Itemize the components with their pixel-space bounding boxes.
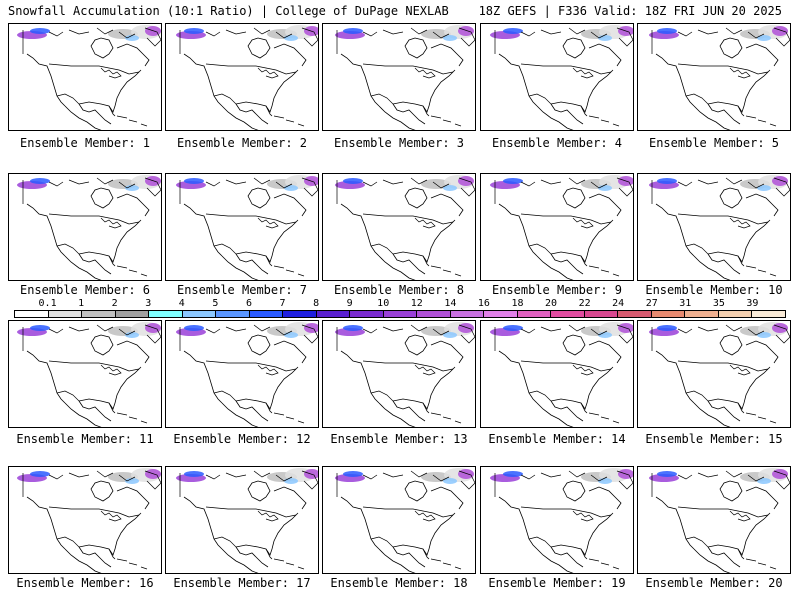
colorbar-swatch [216, 311, 250, 317]
colorbar-tick-label: 12 [410, 298, 423, 309]
colorbar-swatch [651, 311, 686, 317]
colorbar-tick-label: 22 [578, 298, 591, 309]
colorbar-tick-label: 39 [746, 298, 759, 309]
colorbar-tick-label: 1 [78, 298, 85, 309]
colorbar-tick-label: 2 [111, 298, 118, 309]
colorbar-tick-label: 9 [346, 298, 353, 309]
colorbar-swatch [383, 311, 418, 317]
colorbar-swatch [450, 311, 485, 317]
ensemble-map-panel [8, 466, 162, 574]
ensemble-map-panel [480, 466, 634, 574]
ensemble-map-panel [322, 173, 476, 281]
colorbar-swatch [115, 311, 150, 317]
ensemble-member-label: Ensemble Member: 3 [333, 136, 465, 150]
ensemble-member-label: Ensemble Member: 7 [176, 283, 308, 297]
colorbar-tick-label: 35 [712, 298, 725, 309]
colorbar-swatch [15, 311, 49, 317]
ensemble-member-label: Ensemble Member: 20 [645, 576, 783, 590]
colorbar-swatch [182, 311, 217, 317]
ensemble-member-label: Ensemble Member: 5 [648, 136, 780, 150]
ensemble-member-label: Ensemble Member: 2 [176, 136, 308, 150]
model-valid-time: 18Z GEFS | F336 Valid: 18Z FRI JUN 20 20… [478, 4, 782, 18]
ensemble-map-panel [637, 320, 791, 428]
ensemble-member-label: Ensemble Member: 10 [645, 283, 783, 297]
ensemble-map-panel [637, 173, 791, 281]
map-title: Snowfall Accumulation (10:1 Ratio) | Col… [8, 4, 449, 18]
ensemble-map-panel [8, 23, 162, 131]
ensemble-map-panel [322, 320, 476, 428]
colorbar-swatch [551, 311, 585, 317]
colorbar-tick-label: 14 [444, 298, 457, 309]
ensemble-member-label: Ensemble Member: 16 [16, 576, 154, 590]
colorbar-swatch [149, 311, 183, 317]
ensemble-map-panel [165, 320, 319, 428]
colorbar-swatch [718, 311, 753, 317]
colorbar-tick-label: 5 [212, 298, 219, 309]
colorbar-tick-label: 18 [511, 298, 524, 309]
ensemble-map-panel [322, 466, 476, 574]
ensemble-member-label: Ensemble Member: 15 [645, 432, 783, 446]
ensemble-member-label: Ensemble Member: 4 [491, 136, 623, 150]
colorbar-swatch [82, 311, 116, 317]
colorbar-tick-label: 27 [645, 298, 658, 309]
colorbar-tick-label: 6 [245, 298, 252, 309]
colorbar-ticks: 0.1 1 2 3 4 5 6 7 8 9 10 12 14 16 18 20 22 24 27 31 35 39 [14, 298, 786, 310]
colorbar-swatch [685, 311, 719, 317]
colorbar-swatch [283, 311, 317, 317]
ensemble-member-label: Ensemble Member: 11 [16, 432, 154, 446]
ensemble-map-panel [165, 23, 319, 131]
ensemble-member-label: Ensemble Member: 12 [173, 432, 311, 446]
colorbar-swatch [316, 311, 351, 317]
colorbar-tick-label: 7 [279, 298, 286, 309]
colorbar-tick-label: 0.1 [38, 298, 57, 309]
ensemble-map-panel [165, 173, 319, 281]
colorbar-swatch [417, 311, 451, 317]
ensemble-member-label: Ensemble Member: 14 [488, 432, 626, 446]
ensemble-member-label: Ensemble Member: 13 [330, 432, 468, 446]
colorbar-tick-label: 16 [477, 298, 490, 309]
colorbar-swatch [484, 311, 518, 317]
ensemble-member-label: Ensemble Member: 18 [330, 576, 468, 590]
colorbar-swatch [584, 311, 619, 317]
ensemble-map-panel [8, 320, 162, 428]
colorbar-tick-label: 4 [178, 298, 185, 309]
colorbar-swatch [752, 311, 785, 317]
ensemble-map-panel [480, 23, 634, 131]
colorbar-swatch [249, 311, 284, 317]
ensemble-map-panel [322, 23, 476, 131]
colorbar-tick-label: 24 [612, 298, 625, 309]
ensemble-map-panel [480, 320, 634, 428]
colorbar-tick-label: 20 [545, 298, 558, 309]
colorbar-swatch [48, 311, 83, 317]
ensemble-map-panel [480, 173, 634, 281]
colorbar-swatch [517, 311, 552, 317]
colorbar-swatch [350, 311, 384, 317]
colorbar-tick-label: 3 [145, 298, 152, 309]
colorbar-tick-label: 31 [679, 298, 692, 309]
ensemble-map-panel [637, 466, 791, 574]
colorbar-tick-label: 8 [313, 298, 320, 309]
ensemble-member-label: Ensemble Member: 19 [488, 576, 626, 590]
ensemble-member-label: Ensemble Member: 6 [19, 283, 151, 297]
colorbar-swatch [618, 311, 652, 317]
colorbar [14, 310, 786, 318]
ensemble-map-panel [165, 466, 319, 574]
ensemble-map-panel [8, 173, 162, 281]
ensemble-member-label: Ensemble Member: 17 [173, 576, 311, 590]
colorbar-tick-label: 10 [377, 298, 390, 309]
ensemble-member-label: Ensemble Member: 1 [19, 136, 151, 150]
ensemble-map-panel [637, 23, 791, 131]
ensemble-member-label: Ensemble Member: 9 [491, 283, 623, 297]
ensemble-member-label: Ensemble Member: 8 [333, 283, 465, 297]
